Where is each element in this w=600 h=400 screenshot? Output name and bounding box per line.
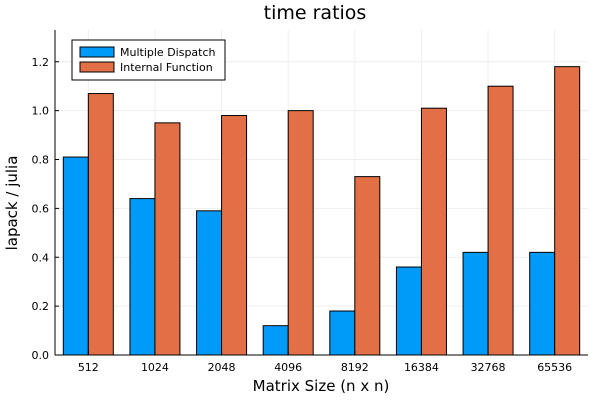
y-tick-label: 0.0 [32, 349, 50, 362]
chart-title: time ratios [264, 2, 367, 24]
x-tick-label: 4096 [274, 361, 302, 374]
bar-multiple-dispatch [129, 198, 156, 356]
legend-swatch [79, 46, 115, 58]
bars [62, 66, 581, 356]
bar-internal-function [154, 122, 181, 356]
y-tick-label: 1.2 [32, 56, 50, 69]
x-axis-label: Matrix Size (n x n) [253, 377, 390, 395]
axes [54, 30, 588, 356]
bar-internal-function [420, 107, 447, 356]
y-tick-label: 1.0 [32, 105, 50, 118]
bar-internal-function [87, 93, 114, 356]
x-tick-label: 8192 [341, 361, 369, 374]
y-tick-label: 0.4 [32, 251, 50, 264]
bar-multiple-dispatch [462, 251, 489, 356]
bar-multiple-dispatch [196, 210, 223, 356]
legend-label: Internal Function [120, 61, 213, 74]
bar-internal-function [221, 115, 248, 356]
y-axis-label: lapack / julia [3, 156, 21, 251]
legend: Multiple Dispatch Internal Function [71, 39, 226, 81]
y-tick-label: 0.2 [32, 300, 50, 313]
bar-multiple-dispatch [329, 310, 356, 356]
y-tick-label: 0.8 [32, 154, 50, 167]
bar-internal-function [487, 85, 514, 356]
x-tick-label: 1024 [141, 361, 169, 374]
legend-swatch [79, 61, 115, 73]
x-tick-label: 16384 [404, 361, 439, 374]
x-tick-label: 2048 [208, 361, 236, 374]
bar-multiple-dispatch [62, 156, 89, 356]
x-tick-label: 65536 [537, 361, 572, 374]
legend-label: Multiple Dispatch [120, 46, 216, 59]
bar-internal-function [554, 66, 581, 356]
tick-labels: 0.0 0.2 0.4 0.6 0.8 1.0 1.2 512 1024 2048 4096 8192… [32, 56, 573, 374]
bar-multiple-dispatch [395, 266, 422, 356]
bar-multiple-dispatch [262, 325, 289, 356]
x-tick-label: 512 [78, 361, 99, 374]
bar-internal-function [287, 110, 314, 356]
bar-multiple-dispatch [529, 251, 556, 356]
y-tick-label: 0.6 [32, 202, 50, 215]
bar-internal-function [354, 176, 381, 356]
x-tick-label: 32768 [471, 361, 506, 374]
